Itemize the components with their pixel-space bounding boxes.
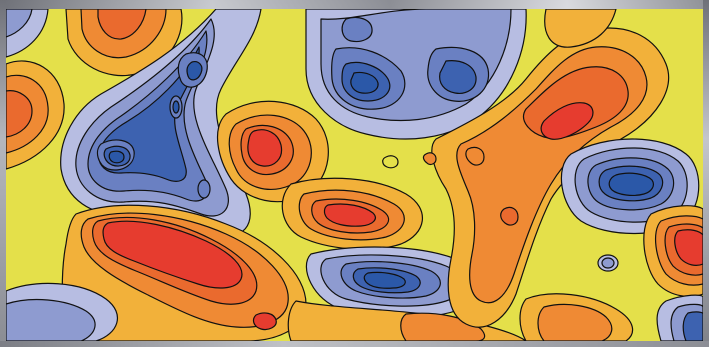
small-marks-center [382, 152, 437, 169]
blue-lobe-bottom-center [305, 246, 480, 318]
orange-band-right-center [431, 27, 670, 328]
orange-lobe-top-left [65, 9, 183, 77]
blue-lobe-bottom-left [6, 282, 118, 341]
orange-peak-center [281, 177, 423, 250]
red-lobe-lower-left [61, 204, 307, 341]
background-photo-strip-left [0, 0, 6, 347]
background-photo-strip-right [703, 0, 709, 347]
blue-lobe-bottom-right [656, 294, 703, 341]
orange-strip-bottom-right [519, 293, 634, 341]
background-photo-strip-top [0, 0, 709, 9]
blue-lobe-top-center [305, 9, 527, 140]
background-photo-strip-bottom [0, 341, 709, 347]
contour-map [6, 9, 703, 341]
blue-corner-top-left [6, 9, 49, 58]
red-lobe-far-right [643, 205, 703, 298]
orange-blob-left-edge [6, 60, 65, 170]
blue-small-spot-right [597, 254, 619, 272]
blue-band-diagonal [60, 9, 262, 236]
orange-peak-center-left [217, 100, 329, 203]
orange-top-right [544, 9, 617, 48]
